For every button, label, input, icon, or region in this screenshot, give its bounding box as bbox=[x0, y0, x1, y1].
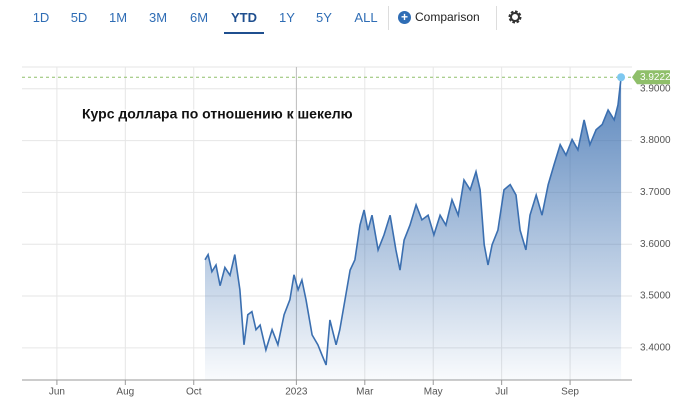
y-tick-label: 3.6000 bbox=[640, 239, 671, 250]
x-tick-label: Jul bbox=[495, 387, 508, 398]
y-tick-label: 3.5000 bbox=[640, 291, 671, 302]
y-tick-label: 3.7000 bbox=[640, 187, 671, 198]
y-tick-label: 3.4000 bbox=[640, 343, 671, 354]
area bbox=[205, 77, 622, 381]
x-tick-label: Mar bbox=[356, 387, 374, 398]
annotation: Курс доллара по отношению к шекелю bbox=[82, 106, 353, 122]
plus-icon: + bbox=[398, 11, 411, 24]
separator bbox=[496, 6, 497, 30]
y-tick-label: 3.8000 bbox=[640, 135, 671, 146]
settings-icon[interactable] bbox=[507, 9, 523, 25]
separator bbox=[388, 6, 389, 30]
x-tick-label: Aug bbox=[116, 387, 134, 398]
toolbar: + Comparison 1D 5D 1M 3M 6M YTD 1Y 5Y ALL bbox=[0, 0, 700, 36]
range-button[interactable]: 5D bbox=[70, 10, 88, 25]
range-button[interactable]: 1Y bbox=[279, 10, 295, 25]
last-point bbox=[617, 73, 626, 82]
comparison-label: Comparison bbox=[415, 10, 480, 24]
last-value-badge bbox=[632, 70, 670, 85]
range-button[interactable]: 1D bbox=[32, 10, 50, 25]
x-tick-label: Oct bbox=[186, 387, 202, 398]
comparison-button[interactable]: + Comparison bbox=[398, 8, 480, 26]
x-tick-label: 2023 bbox=[285, 387, 308, 398]
x-tick-label: May bbox=[424, 387, 443, 398]
range-button[interactable]: 3M bbox=[148, 10, 168, 25]
y-tick-label: 3.9000 bbox=[640, 83, 671, 94]
range-button[interactable]: 1M bbox=[108, 10, 128, 25]
range-button[interactable]: ALL bbox=[354, 10, 378, 25]
x-tick-label: Jun bbox=[49, 387, 65, 398]
range-button[interactable]: 6M bbox=[189, 10, 209, 25]
line bbox=[204, 77, 622, 366]
x-tick-label: Sep bbox=[561, 387, 579, 398]
last-value-label: 3.9222 bbox=[640, 72, 671, 83]
range-button[interactable]: 5Y bbox=[316, 10, 332, 25]
range-button[interactable]: YTD bbox=[224, 8, 264, 34]
